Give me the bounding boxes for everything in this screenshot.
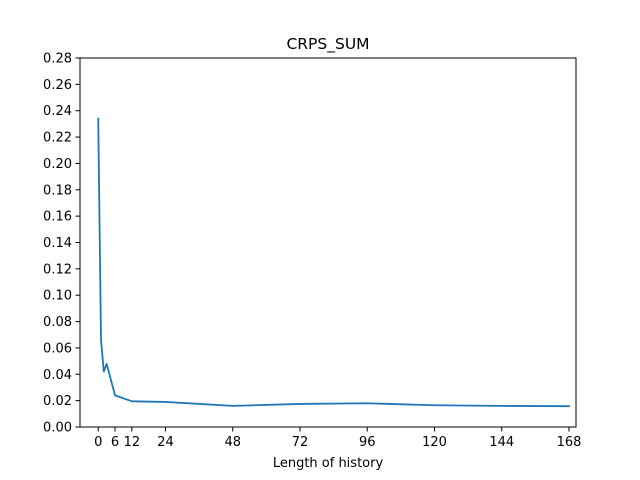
y-tick-label: 0.12	[43, 262, 72, 277]
chart-title: CRPS_SUM	[286, 35, 369, 54]
y-tick-label: 0.16	[43, 210, 72, 225]
x-tick-label: 48	[224, 435, 241, 450]
x-tick-label: 12	[124, 435, 141, 450]
x-tick-label: 24	[157, 435, 174, 450]
x-tick-label: 0	[94, 435, 102, 450]
x-tick-label: 6	[111, 435, 119, 450]
y-tick-label: 0.08	[43, 315, 72, 330]
plot-marks	[97, 117, 570, 408]
x-tick-label: 72	[292, 435, 309, 450]
y-tick-label: 0.26	[43, 78, 72, 93]
y-tick-label: 0.28	[43, 52, 72, 67]
y-tick-label: 0.00	[43, 421, 72, 436]
y-tick-label: 0.14	[43, 236, 72, 251]
x-tick-label: 144	[489, 435, 514, 450]
y-tick-label: 0.18	[43, 183, 72, 198]
x-tick-label: 96	[359, 435, 376, 450]
x-tick-label: 168	[557, 435, 582, 450]
x-axis-label: Length of history	[273, 456, 384, 471]
y-axis: 0.00 0.02 0.04 0.06 0.08 0.10 0.12 0.14 0.16 0.18…	[43, 52, 80, 436]
x-axis: 0 6 12 24 48 72 96 120 144 168	[94, 427, 581, 450]
y-tick-label: 0.02	[43, 394, 72, 409]
y-tick-label: 0.04	[43, 368, 72, 383]
series-line-0	[97, 117, 570, 408]
y-tick-label: 0.24	[43, 104, 72, 119]
y-tick-label: 0.10	[43, 289, 72, 304]
y-tick-label: 0.20	[43, 157, 72, 172]
y-tick-label: 0.06	[43, 341, 72, 356]
x-tick-label: 120	[422, 435, 447, 450]
y-tick-label: 0.22	[43, 131, 72, 146]
